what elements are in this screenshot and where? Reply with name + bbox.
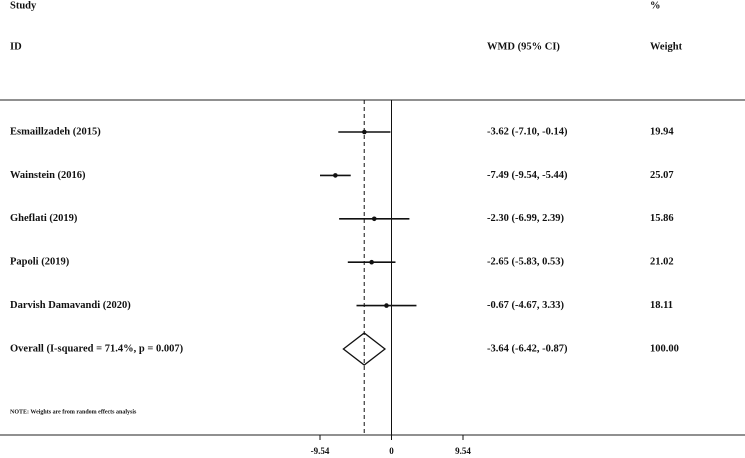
study-name: Darvish Damavandi (2020) xyxy=(10,300,131,311)
study-name: Esmaillzadeh (2015) xyxy=(10,126,101,137)
weight-label: 19.94 xyxy=(650,126,674,137)
weight-label: 100.00 xyxy=(650,343,679,354)
x-tick-label: 0 xyxy=(389,446,394,456)
weight-label: 25.07 xyxy=(650,170,674,181)
estimate-point xyxy=(369,259,374,265)
header-effect: WMD (95% CI) xyxy=(487,41,560,52)
estimate-point xyxy=(384,303,389,308)
study-name: Papoli (2019) xyxy=(10,257,70,268)
weight-label: 15.86 xyxy=(650,213,674,224)
x-tick-label: -9.54 xyxy=(311,446,330,456)
estimate-point xyxy=(362,129,367,135)
overall-diamond xyxy=(342,332,387,366)
ci-label: -7.49 (-9.54, -5.44) xyxy=(487,170,568,181)
x-tick-label: 9.54 xyxy=(455,446,471,456)
ci-label: -3.64 (-6.42, -0.87) xyxy=(487,343,568,354)
note: NOTE: Weights are from random effects an… xyxy=(10,409,137,415)
header-weight: Weight xyxy=(650,41,683,52)
ci-label: -3.62 (-7.10, -0.14) xyxy=(487,126,568,137)
weight-label: 21.02 xyxy=(650,257,674,268)
overall-name: Overall (I-squared = 71.4%, p = 0.007) xyxy=(10,343,184,354)
ci-label: -2.65 (-5.83, 0.53) xyxy=(487,257,564,268)
estimate-point xyxy=(333,173,338,178)
estimate-point xyxy=(371,216,377,222)
header-study: Study xyxy=(10,0,37,11)
study-name: Wainstein (2016) xyxy=(10,170,86,181)
study-name: Gheflati (2019) xyxy=(10,213,78,224)
header-id: ID xyxy=(10,41,22,52)
header-percent: % xyxy=(650,0,661,11)
ci-label: -0.67 (-4.67, 3.33) xyxy=(487,300,564,311)
ci-label: -2.30 (-6.99, 2.39) xyxy=(487,213,564,224)
weight-label: 18.11 xyxy=(650,300,673,311)
